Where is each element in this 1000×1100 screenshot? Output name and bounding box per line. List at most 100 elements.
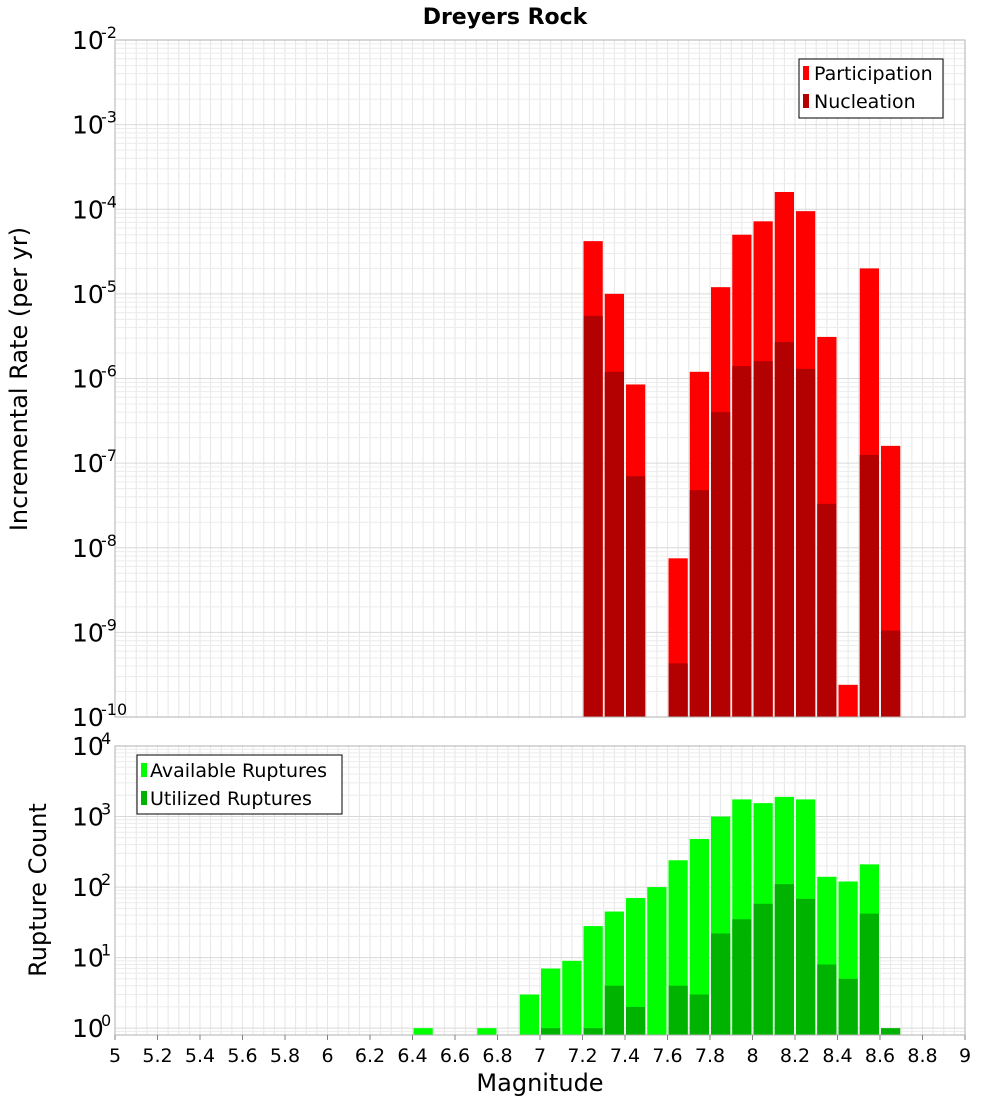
x-tick-label: 6.8	[482, 1045, 512, 1067]
x-tick-label: 7.2	[567, 1045, 597, 1067]
bar-available-ruptures	[541, 968, 561, 1035]
x-tick-label: 7	[534, 1045, 546, 1067]
bar-utilized-ruptures	[583, 1028, 603, 1035]
bar-utilized-ruptures	[753, 903, 773, 1035]
legend-swatch-participation	[803, 66, 809, 80]
bar-available-ruptures	[647, 887, 667, 1035]
y-tick-base: 10	[72, 618, 104, 647]
bar-nucleation	[859, 454, 879, 717]
bottom-y-axis-label: Rupture Count	[24, 803, 52, 977]
bar-nucleation	[817, 503, 837, 717]
bar-available-ruptures	[689, 839, 709, 1035]
bar-available-ruptures	[413, 1028, 433, 1035]
bar-nucleation	[604, 371, 624, 717]
bar-nucleation	[881, 630, 901, 717]
y-tick-label: 10-2	[72, 23, 117, 55]
x-tick-label: 5.2	[142, 1045, 172, 1067]
y-tick-exponent: -5	[101, 277, 117, 296]
bar-available-ruptures	[519, 994, 539, 1035]
y-tick-label: 101	[72, 941, 111, 973]
y-tick-exponent: -2	[101, 23, 117, 42]
y-tick-base: 10	[72, 944, 104, 973]
y-tick-base: 10	[72, 280, 104, 309]
x-axis-label: Magnitude	[476, 1069, 603, 1097]
x-tick-label: 7.4	[610, 1045, 640, 1067]
y-tick-base: 10	[72, 534, 104, 563]
y-tick-exponent: -7	[101, 446, 117, 465]
y-tick-label: 100	[72, 1011, 111, 1043]
bar-nucleation	[626, 476, 646, 717]
y-tick-exponent: 3	[101, 800, 111, 819]
y-tick-base: 10	[72, 803, 104, 832]
y-tick-label: 103	[72, 800, 111, 832]
x-tick-label: 7.8	[695, 1045, 725, 1067]
y-tick-exponent: -10	[101, 700, 127, 719]
x-tick-label: 5	[109, 1045, 121, 1067]
y-tick-base: 10	[72, 26, 104, 55]
bar-participation	[838, 684, 858, 717]
legend-label-participation: Participation	[814, 63, 933, 85]
bar-nucleation	[583, 315, 603, 717]
y-tick-exponent: -3	[101, 108, 117, 127]
y-tick-exponent: 4	[101, 729, 111, 748]
y-tick-exponent: -6	[101, 362, 117, 381]
x-tick-label: 8.2	[780, 1045, 810, 1067]
y-tick-base: 10	[72, 703, 104, 732]
bar-available-ruptures	[562, 960, 582, 1035]
bar-utilized-ruptures	[541, 1028, 561, 1035]
x-tick-label: 6.6	[440, 1045, 470, 1067]
legend-label-utilized: Utilized Ruptures	[150, 788, 312, 810]
bar-utilized-ruptures	[817, 964, 837, 1035]
y-tick-base: 10	[72, 449, 104, 478]
top-legend: Participation Nucleation	[798, 58, 944, 119]
chart-title: Dreyers Rock	[423, 5, 589, 30]
bar-utilized-ruptures	[881, 1028, 901, 1035]
x-tick-label: 5.8	[270, 1045, 300, 1067]
bottom-legend-box	[136, 754, 343, 815]
bar-utilized-ruptures	[732, 919, 752, 1035]
x-tick-label: 8.6	[865, 1045, 895, 1067]
y-tick-label: 10-8	[72, 531, 117, 563]
y-tick-label: 104	[72, 729, 111, 761]
y-tick-label: 10-5	[72, 277, 117, 309]
x-tick-label: 5.4	[185, 1045, 215, 1067]
bar-nucleation	[796, 368, 816, 717]
y-tick-label: 10-10	[72, 700, 127, 732]
y-tick-exponent: -9	[101, 615, 117, 634]
bar-available-ruptures	[626, 898, 646, 1035]
bar-utilized-ruptures	[796, 898, 816, 1035]
y-tick-base: 10	[72, 873, 104, 902]
bar-nucleation	[668, 663, 688, 717]
bar-utilized-ruptures	[668, 985, 688, 1035]
legend-swatch-available	[141, 763, 147, 777]
x-tick-label: 6.4	[397, 1045, 427, 1067]
y-tick-exponent: -4	[101, 192, 117, 211]
bottom-legend: Available Ruptures Utilized Ruptures	[136, 754, 343, 815]
bar-utilized-ruptures	[711, 933, 731, 1035]
y-tick-label: 10-6	[72, 362, 117, 394]
top-y-axis-label: Incremental Rate (per yr)	[5, 227, 33, 531]
y-tick-base: 10	[72, 365, 104, 394]
top-grid	[114, 39, 966, 718]
bar-utilized-ruptures	[689, 994, 709, 1035]
x-tick-label: 8.8	[907, 1045, 937, 1067]
y-tick-exponent: -8	[101, 531, 117, 550]
x-tick-label: 5.6	[227, 1045, 257, 1067]
bar-available-ruptures	[477, 1028, 497, 1035]
y-tick-base: 10	[72, 732, 104, 761]
top-plot-frame	[114, 39, 966, 718]
x-tick-label: 9	[959, 1045, 971, 1067]
legend-swatch-utilized	[141, 791, 147, 805]
bar-nucleation	[774, 341, 794, 717]
bar-nucleation	[711, 412, 731, 717]
y-tick-exponent: 2	[101, 870, 111, 889]
bar-nucleation	[689, 490, 709, 717]
y-tick-label: 10-7	[72, 446, 117, 478]
bar-nucleation	[753, 361, 773, 717]
bar-utilized-ruptures	[859, 913, 879, 1035]
bar-utilized-ruptures	[626, 1006, 646, 1035]
